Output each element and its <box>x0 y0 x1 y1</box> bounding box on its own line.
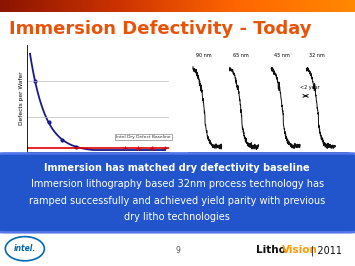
Text: dry litho technologies: dry litho technologies <box>124 212 230 222</box>
Text: Litho: Litho <box>256 246 285 255</box>
Text: <2 year: <2 year <box>300 85 320 90</box>
Text: Intel Dry Defect Baseline: Intel Dry Defect Baseline <box>116 135 171 139</box>
Text: Vision: Vision <box>282 246 318 255</box>
Ellipse shape <box>5 237 44 261</box>
Text: 90 nm: 90 nm <box>196 53 212 58</box>
Text: Immersion Defectivity - Today: Immersion Defectivity - Today <box>9 20 311 38</box>
Text: ramped successfully and achieved yield parity with previous: ramped successfully and achieved yield p… <box>29 196 325 206</box>
Text: | 2011: | 2011 <box>311 245 342 256</box>
Text: Immersion lithography based 32nm process technology has: Immersion lithography based 32nm process… <box>31 179 324 189</box>
Text: 65 nm: 65 nm <box>233 53 248 58</box>
Text: 9: 9 <box>175 246 180 255</box>
Text: 32 nm: 32 nm <box>309 53 325 58</box>
Y-axis label: Defects per Wafer: Defects per Wafer <box>19 72 24 125</box>
Text: intel.: intel. <box>14 244 36 253</box>
Text: 45 nm: 45 nm <box>274 53 290 58</box>
Text: Immersion has matched dry defectivity baseline: Immersion has matched dry defectivity ba… <box>44 163 310 173</box>
FancyBboxPatch shape <box>0 153 355 232</box>
